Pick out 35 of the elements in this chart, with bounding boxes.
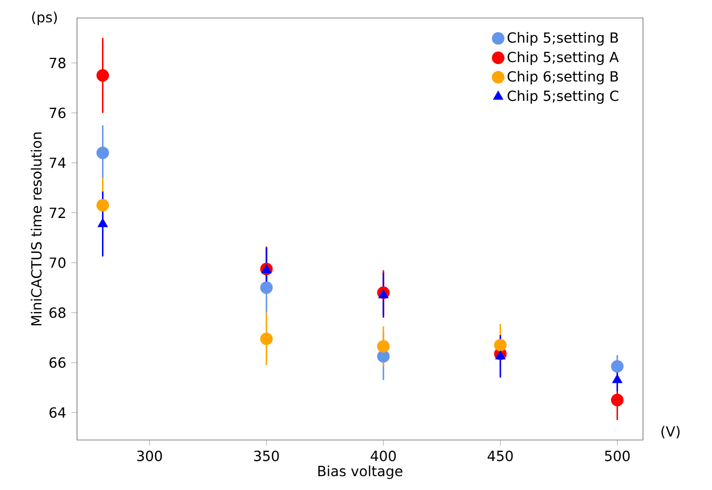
text: (V) (661, 426, 680, 438)
point (495, 350, 506, 360)
point (377, 340, 390, 353)
y-tick-label: 72 (50, 208, 65, 218)
point (96, 199, 110, 212)
point (260, 281, 273, 294)
y-tick-label: 74 (50, 158, 66, 168)
legend-label: Chip 6;setting B (508, 70, 618, 84)
y-tick-label: 78 (50, 58, 66, 68)
point (611, 360, 624, 373)
y-tick-label: 68 (50, 307, 66, 318)
x-tick-label: 300 (137, 450, 162, 462)
point (96, 146, 110, 160)
point (98, 218, 108, 228)
x-tick-label: 350 (254, 450, 279, 462)
point (378, 289, 389, 298)
point (611, 394, 624, 406)
x-axis-title: Bias voltage (318, 465, 402, 480)
y-tick-label: 66 (50, 357, 66, 368)
legend-label: Chip 5;setting B (508, 32, 618, 46)
x-tick-label: 500 (605, 450, 630, 462)
point (612, 374, 622, 384)
y-axis-title: MiniCACTUS time resolution (30, 132, 42, 326)
legend-label: Chip 5;setting A (508, 51, 619, 65)
y-tick-label: 64 (50, 407, 66, 418)
point (377, 350, 390, 363)
y-tick-label: 76 (50, 108, 66, 118)
x-tick-label: 400 (370, 450, 396, 462)
point (494, 338, 507, 352)
x-tick-label: 450 (488, 450, 513, 462)
point (260, 332, 273, 346)
legend-label: Chip 5;setting C (508, 90, 618, 104)
point (96, 69, 110, 82)
text: (ps) (32, 12, 57, 26)
y-tick-label: 70 (50, 257, 66, 268)
